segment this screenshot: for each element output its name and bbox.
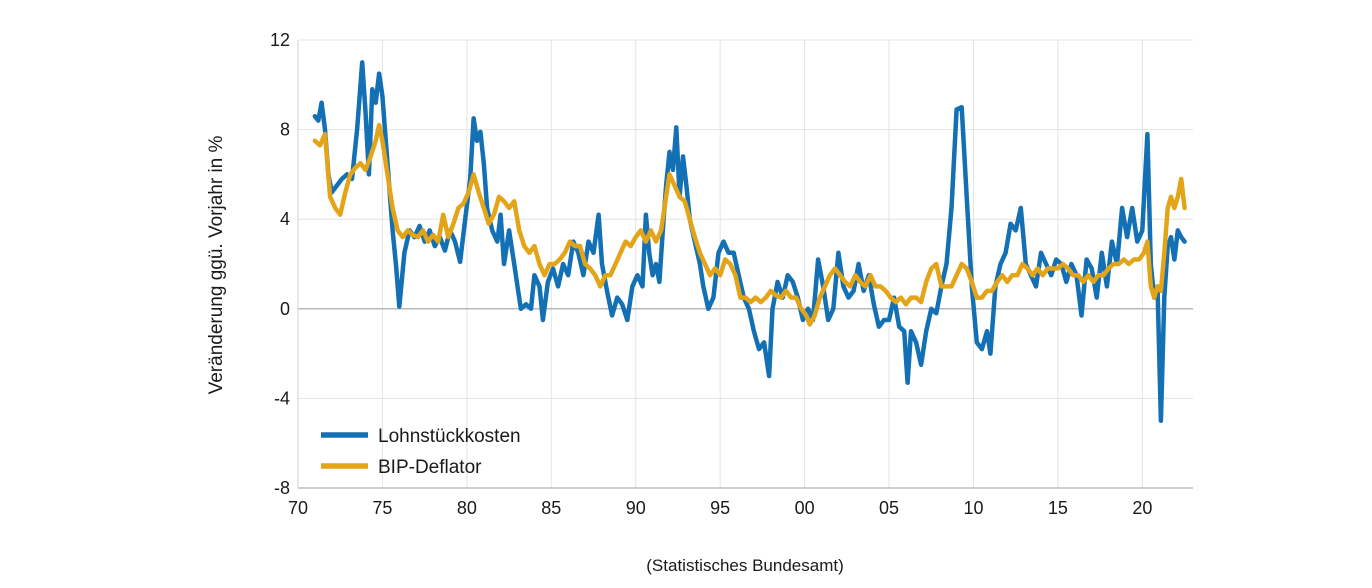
x-tick-label: 95 [710,498,730,518]
x-tick-label: 80 [457,498,477,518]
legend-label-2: BIP-Deflator [378,457,482,478]
y-axis-label: Veränderung ggü. Vorjahr in % [206,136,227,395]
legend: Lohnstückkosten BIP-Deflator [321,426,521,478]
x-tick-label: 05 [879,498,899,518]
x-tick-labels: 70 75 80 85 90 95 00 05 10 15 20 [288,498,1152,518]
y-tick-label: -8 [274,478,290,498]
source-note: (Statistisches Bundesamt) [646,556,843,575]
y-tick-label: -4 [274,388,290,408]
x-tick-label: 10 [963,498,983,518]
x-tick-label: 15 [1048,498,1068,518]
axes [297,40,1193,489]
x-tick-label: 00 [795,498,815,518]
x-tick-label: 70 [288,498,308,518]
series-lines [312,60,1187,424]
y-tick-labels: 12 8 4 0 -4 -8 [270,30,290,498]
y-tick-label: 4 [280,209,290,229]
x-tick-label: 75 [372,498,392,518]
x-tick-label: 20 [1132,498,1152,518]
series-line-2 [312,122,1187,327]
y-tick-label: 8 [280,120,290,140]
y-tick-label: 0 [280,299,290,319]
x-tick-label: 85 [541,498,561,518]
y-tick-label: 12 [270,30,290,50]
series-line-1 [312,60,1187,424]
x-tick-label: 90 [626,498,646,518]
legend-label-1: Lohnstückkosten [378,426,521,447]
